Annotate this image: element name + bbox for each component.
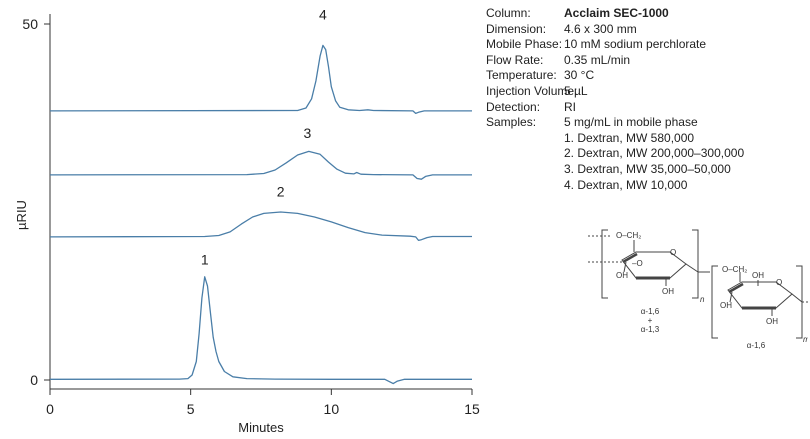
condition-row: 1. Dextran, MW 580,000 (486, 131, 744, 147)
condition-label: Detection: (486, 99, 541, 114)
condition-row: Dimension: 4.6 x 300 mm (486, 22, 744, 38)
condition-value: 4.6 x 300 mm (564, 21, 637, 36)
condition-row: Mobile Phase: 10 mM sodium perchlorate (486, 37, 744, 53)
condition-label: Flow Rate: (486, 52, 544, 67)
condition-value: 4. Dextran, MW 10,000 (564, 177, 688, 192)
trace-sample-3 (49, 150, 472, 180)
condition-label: Samples: (486, 115, 537, 130)
trace-sample-4 (49, 44, 472, 115)
condition-row: Temperature: 30 °C (486, 68, 744, 84)
ring1-linkage: –O (632, 259, 643, 268)
ring2-oh-bottom: OH (766, 317, 778, 326)
condition-value: 1. Dextran, MW 580,000 (564, 130, 695, 145)
condition-label (486, 162, 564, 178)
ring2-ch2: O–CH₂ (722, 265, 747, 274)
condition-value: 0.35 mL/min (564, 52, 631, 67)
x-tick-label: 0 (46, 401, 54, 417)
conditions-panel: Column: Acclaim SEC-1000 Dimension: 4.6 x 3… (486, 6, 744, 193)
trace-sample-1 (49, 276, 472, 385)
chromatogram-chart: 0 5 10 15 0 50 1 2 3 4 Minutes µRIU (14, 7, 480, 435)
condition-label: Dimension: (486, 21, 547, 36)
x-tick-label: 5 (187, 401, 195, 417)
condition-row: Injection Volume: 5 µL (486, 84, 744, 100)
ring2-note: α-1,6 (747, 341, 766, 350)
ring1-oh-left: OH (616, 271, 628, 280)
glucose-unit-m (711, 265, 808, 339)
condition-value: RI (564, 99, 576, 114)
condition-row: 3. Dextran, MW 35,000–50,000 (486, 162, 744, 178)
peak-label-2: 2 (277, 183, 285, 199)
condition-label (486, 146, 564, 162)
condition-label: Mobile Phase: (486, 37, 563, 52)
ring1-oh-bottom: OH (662, 287, 674, 296)
condition-row: Column: Acclaim SEC-1000 (486, 6, 744, 22)
peak-label-4: 4 (319, 7, 327, 23)
condition-value: 2. Dextran, MW 200,000–300,000 (564, 146, 745, 161)
ring1-ch2: O–CH₂ (616, 231, 641, 240)
condition-row: Detection: RI (486, 100, 744, 116)
ring1-note-1: α-1,6 (641, 307, 660, 316)
x-axis-title: Minutes (238, 420, 284, 435)
y-tick-label: 0 (30, 372, 38, 388)
ring2-subscript: m (803, 335, 808, 344)
condition-value: 5 µL (564, 83, 588, 98)
condition-value: Acclaim SEC-1000 (564, 6, 669, 20)
condition-row: 4. Dextran, MW 10,000 (486, 178, 744, 194)
condition-row: Samples: 5 mg/mL in mobile phase (486, 115, 744, 131)
glucose-unit-n (588, 229, 710, 299)
dextran-structure: O–CH₂ O –O OH OH n α-1,6 + α-1,3 O–CH₂ O… (588, 229, 808, 350)
condition-row: 2. Dextran, MW 200,000–300,000 (486, 146, 744, 162)
condition-value: 3. Dextran, MW 35,000–50,000 (564, 161, 731, 176)
condition-label: Column: (486, 6, 531, 20)
ring1-note-3: α-1,3 (641, 325, 660, 334)
ring2-oxygen: O (776, 278, 782, 287)
condition-value: 10 mM sodium perchlorate (564, 37, 707, 52)
ring2-oh-top: OH (752, 271, 764, 280)
ring1-note-2: + (648, 316, 653, 325)
x-tick-label: 10 (324, 401, 340, 417)
ring1-oxygen: O (670, 248, 676, 257)
condition-label: Temperature: (486, 68, 557, 83)
peak-label-3: 3 (304, 125, 312, 141)
peak-label-1: 1 (201, 252, 209, 268)
condition-value: 5 mg/mL in mobile phase (564, 115, 698, 130)
y-axis-title: µRIU (14, 200, 29, 230)
trace-sample-2 (49, 211, 472, 242)
condition-value: 30 °C (564, 68, 595, 83)
condition-label (486, 131, 564, 147)
y-tick-label: 50 (22, 16, 38, 32)
x-tick-label: 15 (464, 401, 480, 417)
condition-label: Injection Volume: (486, 83, 578, 98)
condition-label (486, 178, 564, 194)
ring2-oh-left: OH (720, 301, 732, 310)
condition-row: Flow Rate: 0.35 mL/min (486, 53, 744, 69)
ring1-subscript: n (700, 295, 705, 304)
